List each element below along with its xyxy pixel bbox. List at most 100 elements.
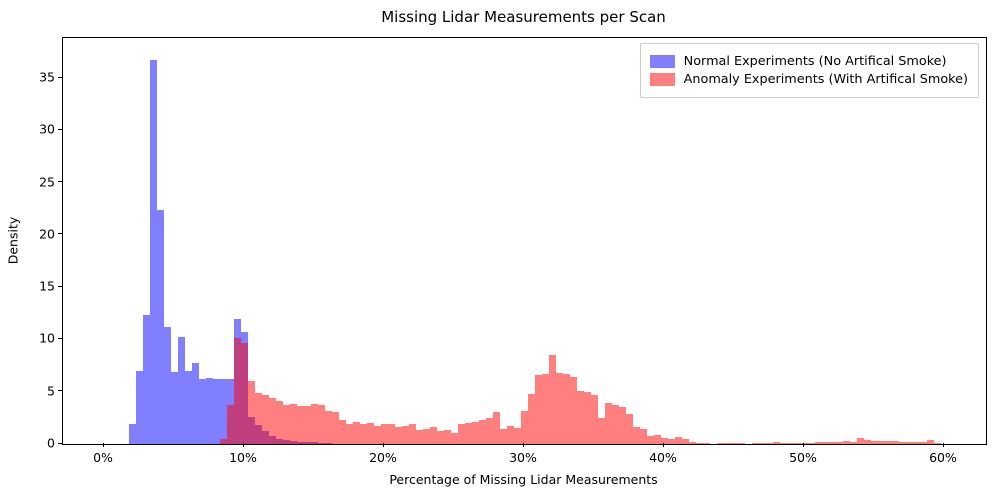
histogram-bar-normal xyxy=(163,326,171,444)
histogram-bar-anomaly xyxy=(562,373,570,444)
x-axis-tick xyxy=(383,443,384,447)
legend-label-anomaly: Anomaly Experiments (With Artifical Smok… xyxy=(683,72,968,87)
histogram-bar-normal xyxy=(170,371,178,444)
histogram-bar-anomaly xyxy=(408,424,416,444)
histogram-bar-anomaly xyxy=(548,355,556,444)
chart-title: Missing Lidar Measurements per Scan xyxy=(381,8,666,26)
histogram-bar-anomaly xyxy=(632,427,640,444)
x-axis-tick xyxy=(943,443,944,447)
histogram-bar-anomaly xyxy=(233,338,241,444)
histogram-bar-anomaly xyxy=(800,443,808,444)
histogram-bar-anomaly xyxy=(905,442,913,444)
plot-area: Normal Experiments (No Artifical Smoke) … xyxy=(62,37,987,445)
histogram-bar-anomaly xyxy=(828,441,836,444)
histogram-bar-normal xyxy=(149,60,157,444)
y-axis-tick xyxy=(58,285,62,287)
histogram-bar-anomaly xyxy=(268,397,276,444)
x-tick-label: 30% xyxy=(509,450,537,465)
histogram-bar-anomaly xyxy=(450,432,458,444)
histogram-bar-normal xyxy=(191,363,199,444)
x-tick-label: 40% xyxy=(649,450,677,465)
histogram-bar-anomaly xyxy=(618,407,626,444)
y-tick-label: 5 xyxy=(47,383,55,399)
histogram-bar-anomaly xyxy=(240,342,248,444)
x-tick-label: 10% xyxy=(229,450,257,465)
y-tick-label: 15 xyxy=(39,278,55,294)
histogram-bar-anomaly xyxy=(856,437,864,444)
x-axis-tick xyxy=(803,443,804,447)
histogram-bar-anomaly xyxy=(660,437,668,444)
histogram-bar-anomaly xyxy=(310,403,318,444)
histogram-bar-anomaly xyxy=(373,426,381,444)
histogram-bar-anomaly xyxy=(681,439,689,444)
x-tick-label: 60% xyxy=(929,450,957,465)
histogram-bar-anomaly xyxy=(877,441,885,444)
histogram-bar-anomaly xyxy=(758,443,766,444)
histogram-bar-anomaly xyxy=(926,439,934,444)
histogram-bar-anomaly xyxy=(359,424,367,444)
y-tick-label: 20 xyxy=(39,226,55,242)
histogram-bar-anomaly xyxy=(303,406,311,444)
histogram-bar-anomaly xyxy=(366,423,374,444)
histogram-bar-anomaly xyxy=(821,441,829,444)
histogram-bar-anomaly xyxy=(625,413,633,444)
histogram-bar-anomaly xyxy=(226,405,234,444)
histogram-bar-anomaly xyxy=(415,430,423,444)
histogram-bar-anomaly xyxy=(401,426,409,444)
histogram-bar-anomaly xyxy=(702,443,710,444)
y-axis-tick xyxy=(58,442,62,444)
y-tick-label: 0 xyxy=(47,435,55,451)
histogram-bar-normal xyxy=(212,379,220,444)
y-tick-label: 10 xyxy=(39,330,55,346)
histogram-bar-anomaly xyxy=(317,405,325,444)
histogram-bar-anomaly xyxy=(674,436,682,444)
histogram-bar-anomaly xyxy=(667,439,675,444)
histogram-bar-anomaly xyxy=(331,411,339,444)
histogram-bar-anomaly xyxy=(513,428,521,444)
histogram-bar-anomaly xyxy=(933,442,941,444)
histogram-bar-anomaly xyxy=(646,435,654,444)
histogram-bar-anomaly xyxy=(919,442,927,444)
histogram-bar-anomaly xyxy=(590,394,598,444)
histogram-bar-anomaly xyxy=(282,405,290,444)
histogram-bar-anomaly xyxy=(723,442,731,444)
histogram-bar-anomaly xyxy=(352,422,360,444)
histogram-bar-anomaly xyxy=(793,443,801,444)
histogram-bar-anomaly xyxy=(520,410,528,444)
histogram-bar-normal xyxy=(156,209,164,444)
histogram-bar-anomaly xyxy=(912,441,920,444)
legend: Normal Experiments (No Artifical Smoke) … xyxy=(639,43,979,98)
x-axis-tick xyxy=(663,443,664,447)
histogram-bar-anomaly xyxy=(499,429,507,444)
histogram-bar-anomaly xyxy=(772,442,780,444)
y-axis-tick xyxy=(58,337,62,339)
y-tick-label: 35 xyxy=(39,69,55,85)
histogram-bar-anomaly xyxy=(422,429,430,444)
histogram-bar-anomaly xyxy=(807,442,815,444)
histogram-bar-normal xyxy=(205,378,213,444)
y-tick-label: 25 xyxy=(39,174,55,189)
histogram-bar-anomaly xyxy=(380,424,388,444)
histogram-bar-anomaly xyxy=(324,410,332,444)
histogram-bar-anomaly xyxy=(751,443,759,444)
histogram-bar-anomaly xyxy=(653,434,661,444)
histogram-bar-anomaly xyxy=(765,443,773,444)
histogram-bar-anomaly xyxy=(569,377,577,444)
histogram-bar-anomaly xyxy=(891,440,899,444)
histogram-bar-anomaly xyxy=(219,438,227,444)
histogram-bar-anomaly xyxy=(275,401,283,444)
histogram-bar-anomaly xyxy=(492,411,500,444)
histogram-bar-anomaly xyxy=(849,441,857,444)
histogram-bar-anomaly xyxy=(576,390,584,444)
x-tick-label: 50% xyxy=(789,450,817,465)
legend-swatch-normal-icon xyxy=(649,55,675,68)
histogram-bar-anomaly xyxy=(884,441,892,444)
x-tick-label: 0% xyxy=(93,450,113,465)
x-axis-label: Percentage of Missing Lidar Measurements xyxy=(389,472,658,487)
x-tick-label: 20% xyxy=(369,450,397,465)
histogram-bar-anomaly xyxy=(583,391,591,444)
histogram-bar-anomaly xyxy=(345,424,353,444)
y-axis-tick xyxy=(58,181,62,182)
histogram-bar-anomaly xyxy=(464,423,472,444)
